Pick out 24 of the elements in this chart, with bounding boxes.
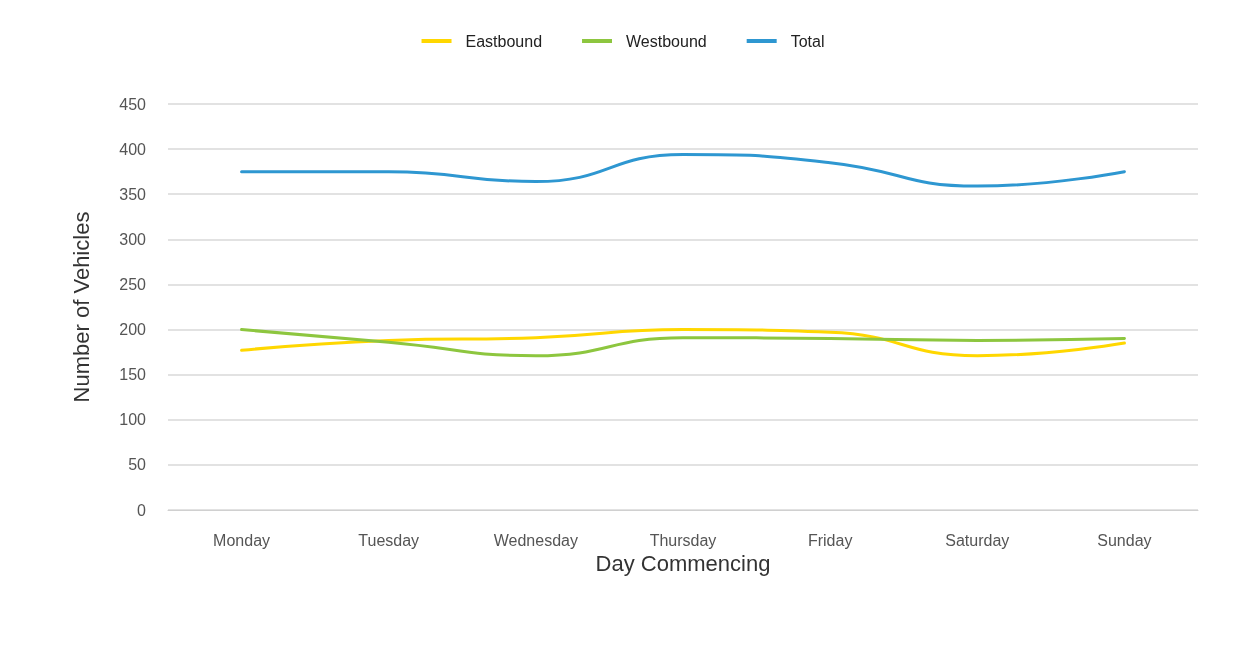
x-tick-label: Monday [213, 531, 271, 549]
y-tick-label: 450 [119, 95, 147, 113]
y-tick-label: 100 [119, 411, 147, 429]
y-tick-label: 350 [119, 185, 147, 203]
legend-label: Westbound [626, 32, 707, 50]
legend-label: Eastbound [465, 32, 543, 50]
x-tick-label: Saturday [945, 531, 1010, 549]
x-axis-title: Day Commencing [595, 551, 771, 577]
line-series [240, 153, 1126, 188]
y-axis-title: Number of Vehicles [68, 211, 94, 403]
y-tick-label: 300 [119, 230, 147, 248]
x-tick-label: Wednesday [493, 531, 578, 549]
line-series [240, 328, 1126, 358]
y-tick-label: 150 [119, 366, 147, 384]
y-tick-label: 200 [119, 321, 147, 339]
x-tick-label: Tuesday [358, 531, 420, 549]
y-tick-label: 0 [137, 501, 147, 519]
y-tick-label: 250 [119, 275, 147, 293]
x-tick-label: Friday [807, 531, 853, 549]
x-tick-label: Thursday [649, 531, 717, 549]
legend-label: Total [790, 32, 825, 50]
y-tick-label: 50 [128, 456, 147, 474]
y-tick-label: 400 [119, 140, 147, 158]
x-tick-label: Sunday [1097, 531, 1152, 549]
